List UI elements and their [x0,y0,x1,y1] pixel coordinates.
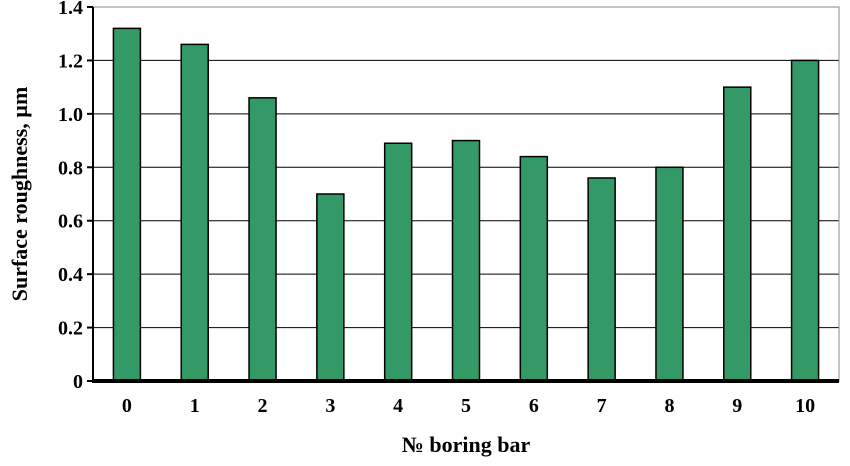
y-tick-label: 1.4 [58,0,83,19]
x-tick-label: 8 [664,395,674,417]
x-tick-label: 6 [529,395,539,417]
bar-5 [451,139,481,382]
bar-1 [180,43,209,382]
y-tick-label: 1.0 [58,104,83,126]
x-tick-label: 10 [795,395,815,417]
bar-7 [587,177,616,382]
x-tick-label: 4 [393,395,403,417]
y-tick-labels: 0 0.2 0.4 0.6 0.8 1.0 1.2 1.4 [58,0,93,393]
bar-10 [790,59,820,382]
x-tick-label: 0 [122,395,132,417]
y-tick-label: 0.8 [58,157,83,179]
bar-3 [316,193,345,382]
x-tick-label: 1 [190,395,200,417]
bar-4 [383,142,413,382]
x-tick-label: 9 [732,395,742,417]
x-tick-labels: 0 1 2 3 4 5 6 7 8 9 10 [122,395,815,417]
bar-0 [112,27,142,382]
bars [112,27,820,382]
bar-9 [723,86,752,382]
x-axis-label: № boring bar [402,432,531,457]
y-tick-label: 0 [73,371,83,393]
y-tick-label: 0.2 [58,318,83,340]
y-tick-label: 0.4 [58,264,83,286]
bar-6 [519,155,549,382]
x-tick-label: 3 [325,395,335,417]
bar-2 [248,97,277,382]
x-tick-label: 2 [258,395,268,417]
x-tick-label: 7 [597,395,607,417]
bar-8 [655,166,684,382]
y-axis-label: Surface roughness, µm [7,87,32,302]
x-tick-label: 5 [461,395,471,417]
y-tick-label: 1.2 [58,50,83,72]
y-tick-label: 0.6 [58,211,83,233]
